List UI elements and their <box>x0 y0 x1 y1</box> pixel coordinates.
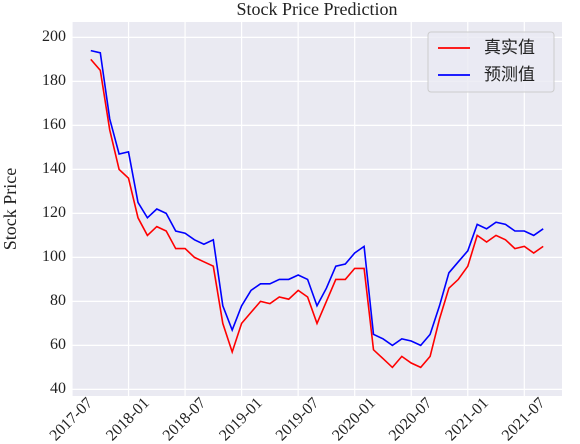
x-tick-label: 2018-07 <box>160 395 210 444</box>
y-tick-label: 100 <box>42 248 66 265</box>
y-tick-label: 60 <box>50 336 66 353</box>
y-tick-label: 200 <box>42 28 66 45</box>
y-axis-label: Stock Price <box>0 168 20 251</box>
y-tick-label: 80 <box>50 292 66 309</box>
legend-label: 真实值 <box>484 38 535 58</box>
chart-title: Stock Price Prediction <box>237 0 398 19</box>
x-tick-label: 2019-01 <box>216 395 266 444</box>
y-tick-label: 40 <box>50 380 66 397</box>
legend-label: 预测值 <box>484 65 535 85</box>
x-tick-label: 2021-01 <box>442 395 492 444</box>
y-tick-label: 180 <box>42 72 66 89</box>
y-tick-label: 160 <box>42 116 66 133</box>
x-tick-label: 2019-07 <box>273 395 323 444</box>
x-tick-label: 2020-07 <box>386 395 436 444</box>
x-tick-label: 2020-01 <box>329 395 379 444</box>
x-tick-label: 2021-07 <box>499 395 549 444</box>
x-tick-label: 2018-01 <box>103 395 153 444</box>
x-tick-label: 2017-07 <box>47 395 97 444</box>
series-line <box>90 49 544 347</box>
legend-box <box>427 31 555 93</box>
y-tick-label: 140 <box>42 160 66 177</box>
series-line <box>90 58 544 369</box>
y-tick-label: 120 <box>42 204 66 221</box>
